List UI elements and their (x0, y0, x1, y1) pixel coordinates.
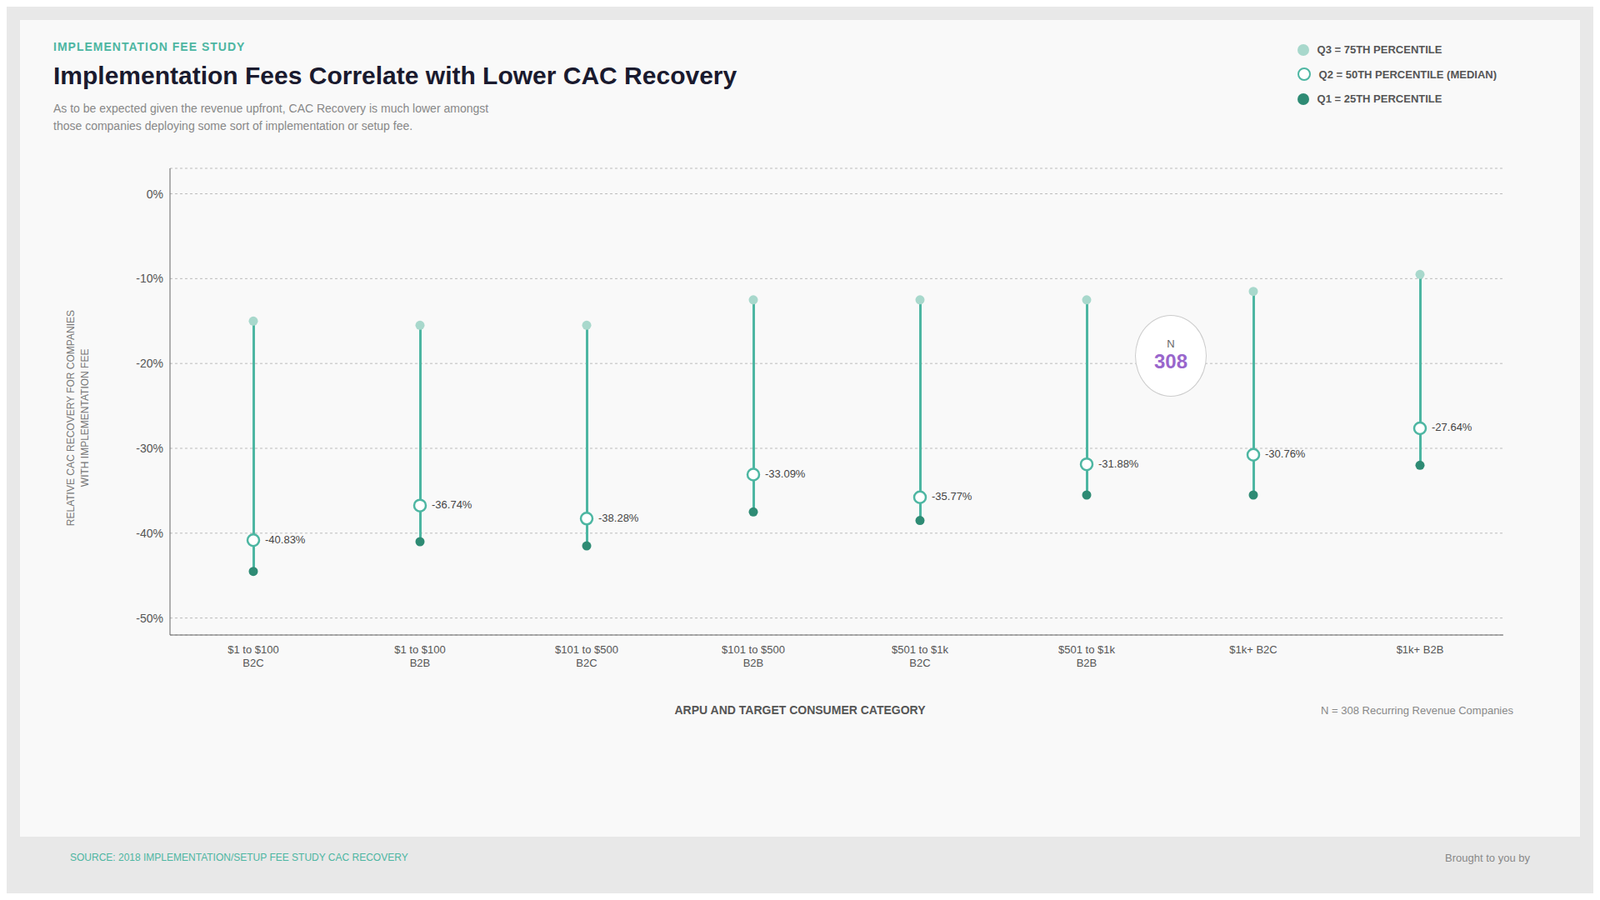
html-text:ARPU AND TARGET CONSUMER CATEG: ARPU AND TARGET CONSUMER CATEGORY (674, 703, 926, 717)
svg-text:-35.77%: -35.77% (931, 490, 973, 503)
svg-text:$1 to $100B2B: $1 to $100B2B (394, 643, 445, 670)
html-text:N = 308 Recurring Revenue Comp: N = 308 Recurring Revenue Companies (1320, 703, 1514, 717)
svg-text:$501 to $1kB2C: $501 to $1kB2C (891, 643, 949, 670)
html-text:N: N (1166, 337, 1175, 350)
html-text:Q2 = 50TH PERCENTILE (MEDIAN): Q2 = 50TH PERCENTILE (MEDIAN) (1318, 67, 1497, 81)
html-text:Brought to you by: Brought to you by (1445, 851, 1530, 864)
svg-text:-38.28%: -38.28% (598, 511, 640, 525)
html-text:SOURCE: 2018 IMPLEMENTATION/SE: SOURCE: 2018 IMPLEMENTATION/SETUP FEE ST… (70, 851, 409, 864)
html-text:Q1 = 25TH PERCENTILE: Q1 = 25TH PERCENTILE (1317, 92, 1443, 105)
svg-text:-30%: -30% (135, 441, 164, 455)
svg-text:-27.64%: -27.64% (1431, 420, 1473, 434)
svg-text:$1k+ B2C: $1k+ B2C (1229, 643, 1277, 656)
svg-text:-31.88%: -31.88% (1098, 457, 1140, 470)
svg-text:-10%: -10% (135, 271, 164, 285)
svg-text:$1 to $100B2C: $1 to $100B2C (227, 643, 279, 670)
html-text:RELATIVE CAC RECOVERY FOR COMP: RELATIVE CAC RECOVERY FOR COMPANIES WITH… (65, 310, 91, 527)
html-text:Q3 = 75TH PERCENTILE: Q3 = 75TH PERCENTILE (1317, 43, 1443, 56)
svg-text:-33.09%: -33.09% (765, 467, 806, 480)
svg-text:$101 to $500B2B: $101 to $500B2B (721, 643, 785, 670)
svg-text:-36.74%: -36.74% (431, 498, 473, 511)
svg-text:-50%: -50% (135, 611, 164, 625)
svg-text:-40.83%: -40.83% (265, 533, 306, 546)
html-text:As to be expected given the re: As to be expected given the revenue upfr… (53, 101, 489, 133)
svg-text:-40%: -40% (135, 526, 164, 540)
svg-text:$101 to $500B2C: $101 to $500B2C (555, 643, 619, 670)
svg-text:$1k+ B2B: $1k+ B2B (1396, 643, 1445, 656)
svg-text:-30.76%: -30.76% (1265, 447, 1306, 460)
html-text:Implementation Fees Correlate: Implementation Fees Correlate with Lower… (53, 61, 737, 90)
svg-text:0%: 0% (146, 187, 164, 201)
html-text:308: 308 (1154, 350, 1188, 373)
html-text:IMPLEMENTATION FEE STUDY: IMPLEMENTATION FEE STUDY (53, 40, 246, 54)
svg-text:-20%: -20% (135, 356, 164, 370)
svg-text:$501 to $1kB2B: $501 to $1kB2B (1058, 643, 1115, 670)
